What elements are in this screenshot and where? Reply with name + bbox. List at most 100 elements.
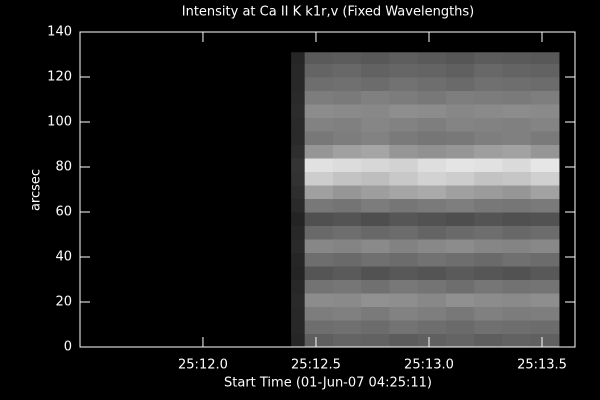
cell	[291, 63, 306, 78]
cell	[332, 279, 362, 294]
y-tick-label: 60	[55, 205, 72, 220]
y-tick-label: 140	[47, 25, 72, 40]
cell	[502, 239, 532, 253]
cell	[332, 52, 362, 64]
cell	[417, 90, 447, 105]
cell	[332, 63, 362, 78]
cell	[530, 171, 560, 186]
cell	[530, 77, 560, 91]
cell	[474, 279, 503, 294]
cell	[291, 252, 306, 267]
cell	[304, 131, 334, 145]
cell	[291, 266, 306, 280]
cell	[291, 225, 306, 240]
cell	[474, 104, 503, 118]
cell	[417, 158, 447, 172]
cell	[502, 158, 532, 172]
cell	[361, 212, 390, 226]
cell	[474, 131, 503, 145]
cell	[502, 117, 532, 132]
cell	[389, 77, 419, 91]
cell	[474, 63, 503, 78]
cell	[291, 239, 306, 253]
cell	[445, 158, 475, 172]
cell	[502, 52, 532, 64]
cell	[304, 225, 334, 240]
cell	[291, 185, 306, 199]
x-tick-label: 25:13.5	[517, 358, 567, 373]
cell	[474, 306, 503, 321]
cell	[530, 320, 560, 334]
cell	[389, 63, 419, 78]
cell	[530, 279, 560, 294]
x-axis-label: Start Time (01-Jun-07 04:25:11)	[224, 376, 432, 391]
cell	[502, 306, 532, 321]
cell	[417, 306, 447, 321]
cell	[389, 306, 419, 321]
cell	[417, 185, 447, 199]
cell	[474, 225, 503, 240]
cell	[417, 171, 447, 186]
cell	[291, 77, 306, 91]
cell	[445, 185, 475, 199]
cell	[530, 90, 560, 105]
cell	[304, 266, 334, 280]
cell	[389, 239, 419, 253]
cell	[474, 293, 503, 307]
cell	[474, 158, 503, 172]
cell	[530, 63, 560, 78]
cell	[474, 198, 503, 213]
cell	[530, 158, 560, 172]
cell	[417, 333, 447, 348]
cell	[291, 90, 306, 105]
cell	[502, 144, 532, 159]
cell	[502, 63, 532, 78]
cell	[445, 131, 475, 145]
cell	[474, 171, 503, 186]
cell	[530, 117, 560, 132]
cell	[474, 239, 503, 253]
cell	[389, 185, 419, 199]
plot-frame	[79, 31, 576, 348]
cell	[417, 198, 447, 213]
cell	[530, 131, 560, 145]
cell	[445, 333, 475, 348]
cell	[361, 104, 390, 118]
cell	[361, 117, 390, 132]
cell	[474, 185, 503, 199]
cell	[291, 144, 306, 159]
cell	[291, 306, 306, 321]
cell	[530, 293, 560, 307]
cell	[474, 252, 503, 267]
cell	[332, 306, 362, 321]
cell	[332, 144, 362, 159]
cell	[389, 293, 419, 307]
cell	[445, 171, 475, 186]
cell	[445, 90, 475, 105]
cell	[332, 333, 362, 348]
y-axis-label: arcsec	[29, 169, 44, 211]
cell	[474, 266, 503, 280]
y-tick-label: 20	[55, 295, 72, 310]
y-tick-label: 120	[47, 70, 72, 85]
cell	[502, 333, 532, 348]
cell	[445, 63, 475, 78]
cell	[502, 266, 532, 280]
cell	[332, 117, 362, 132]
cell	[417, 225, 447, 240]
cell	[304, 52, 334, 64]
cell	[530, 306, 560, 321]
y-tick-label: 100	[47, 115, 72, 130]
cell	[361, 225, 390, 240]
cell	[332, 266, 362, 280]
cell	[502, 131, 532, 145]
cell	[332, 198, 362, 213]
cell	[304, 252, 334, 267]
y-tick-label: 40	[55, 250, 72, 265]
cell	[445, 198, 475, 213]
y-tick-label: 0	[64, 340, 72, 355]
cell	[291, 320, 306, 334]
cell	[361, 185, 390, 199]
cell	[417, 131, 447, 145]
y-tick-label: 80	[55, 160, 72, 175]
